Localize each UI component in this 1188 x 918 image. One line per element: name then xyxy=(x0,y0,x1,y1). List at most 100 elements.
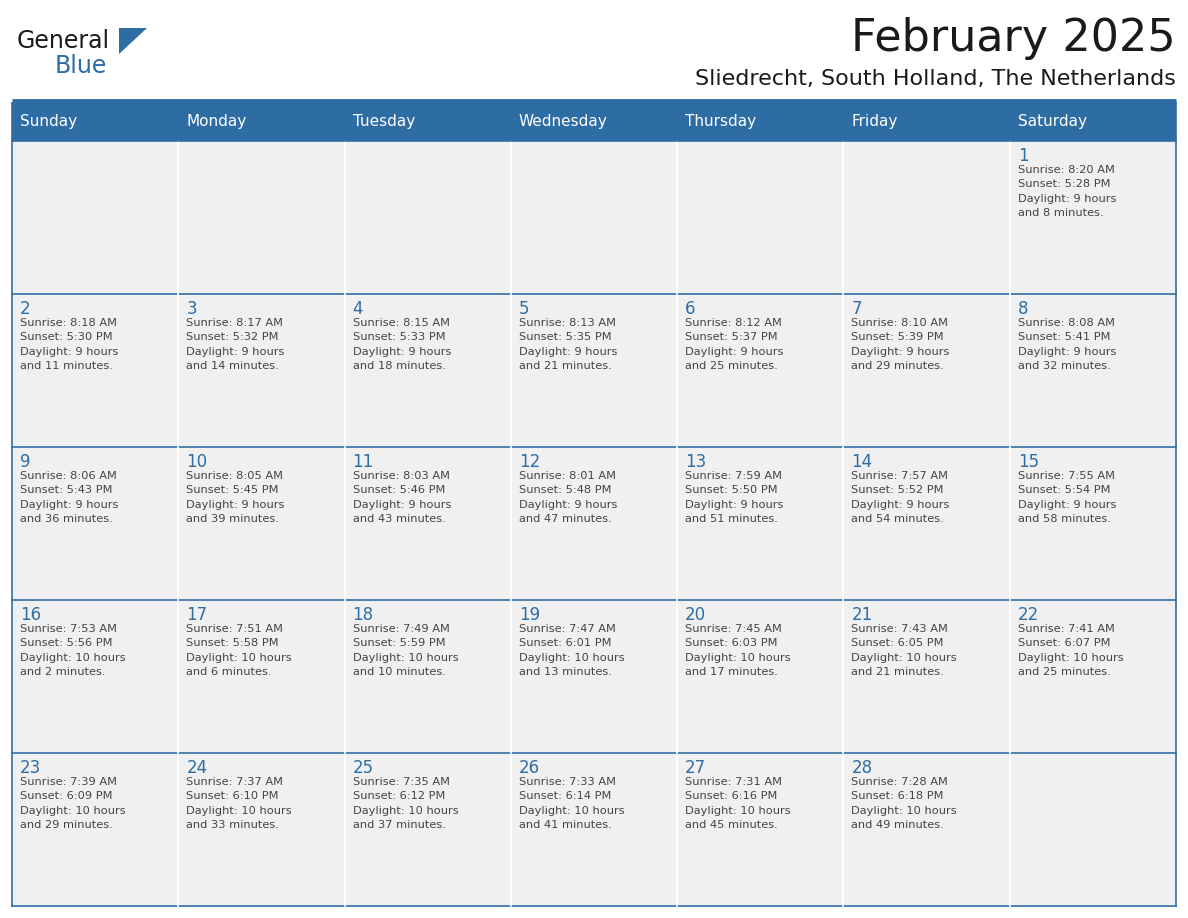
Bar xyxy=(1010,103,1176,141)
Text: 22: 22 xyxy=(1018,606,1040,624)
Text: 16: 16 xyxy=(20,606,42,624)
Text: Friday: Friday xyxy=(852,115,898,129)
Text: Sunrise: 7:51 AM
Sunset: 5:58 PM
Daylight: 10 hours
and 6 minutes.: Sunrise: 7:51 AM Sunset: 5:58 PM Dayligh… xyxy=(187,624,292,677)
Text: Sunrise: 8:15 AM
Sunset: 5:33 PM
Daylight: 9 hours
and 18 minutes.: Sunrise: 8:15 AM Sunset: 5:33 PM Dayligh… xyxy=(353,318,451,371)
Text: Sunrise: 8:13 AM
Sunset: 5:35 PM
Daylight: 9 hours
and 21 minutes.: Sunrise: 8:13 AM Sunset: 5:35 PM Dayligh… xyxy=(519,318,618,371)
Bar xyxy=(345,600,511,753)
Text: 11: 11 xyxy=(353,453,374,471)
Text: February 2025: February 2025 xyxy=(852,17,1176,60)
Text: Sunrise: 7:37 AM
Sunset: 6:10 PM
Daylight: 10 hours
and 33 minutes.: Sunrise: 7:37 AM Sunset: 6:10 PM Dayligh… xyxy=(187,777,292,830)
Text: 17: 17 xyxy=(187,606,208,624)
Text: 28: 28 xyxy=(852,759,872,777)
Bar xyxy=(178,600,345,753)
Text: Sunrise: 8:06 AM
Sunset: 5:43 PM
Daylight: 9 hours
and 36 minutes.: Sunrise: 8:06 AM Sunset: 5:43 PM Dayligh… xyxy=(20,471,119,524)
Text: 14: 14 xyxy=(852,453,872,471)
Bar xyxy=(843,600,1010,753)
Text: Sunrise: 8:05 AM
Sunset: 5:45 PM
Daylight: 9 hours
and 39 minutes.: Sunrise: 8:05 AM Sunset: 5:45 PM Dayligh… xyxy=(187,471,285,524)
Text: 15: 15 xyxy=(1018,453,1038,471)
Text: Sunrise: 8:20 AM
Sunset: 5:28 PM
Daylight: 9 hours
and 8 minutes.: Sunrise: 8:20 AM Sunset: 5:28 PM Dayligh… xyxy=(1018,165,1116,218)
Text: Sunrise: 8:12 AM
Sunset: 5:37 PM
Daylight: 9 hours
and 25 minutes.: Sunrise: 8:12 AM Sunset: 5:37 PM Dayligh… xyxy=(685,318,784,371)
Text: Sunrise: 7:41 AM
Sunset: 6:07 PM
Daylight: 10 hours
and 25 minutes.: Sunrise: 7:41 AM Sunset: 6:07 PM Dayligh… xyxy=(1018,624,1124,677)
Text: 26: 26 xyxy=(519,759,541,777)
Bar xyxy=(178,753,345,906)
Bar xyxy=(677,294,843,447)
Text: Sunrise: 8:18 AM
Sunset: 5:30 PM
Daylight: 9 hours
and 11 minutes.: Sunrise: 8:18 AM Sunset: 5:30 PM Dayligh… xyxy=(20,318,119,371)
Bar xyxy=(843,294,1010,447)
Text: 24: 24 xyxy=(187,759,208,777)
Text: 9: 9 xyxy=(20,453,31,471)
Text: Sunrise: 7:31 AM
Sunset: 6:16 PM
Daylight: 10 hours
and 45 minutes.: Sunrise: 7:31 AM Sunset: 6:16 PM Dayligh… xyxy=(685,777,791,830)
Bar xyxy=(178,141,345,294)
Bar xyxy=(843,753,1010,906)
Text: Sunrise: 8:10 AM
Sunset: 5:39 PM
Daylight: 9 hours
and 29 minutes.: Sunrise: 8:10 AM Sunset: 5:39 PM Dayligh… xyxy=(852,318,949,371)
Text: 21: 21 xyxy=(852,606,873,624)
Bar xyxy=(345,753,511,906)
Text: Wednesday: Wednesday xyxy=(519,115,607,129)
Bar xyxy=(677,753,843,906)
Text: Sunrise: 7:55 AM
Sunset: 5:54 PM
Daylight: 9 hours
and 58 minutes.: Sunrise: 7:55 AM Sunset: 5:54 PM Dayligh… xyxy=(1018,471,1116,524)
Text: Monday: Monday xyxy=(187,115,247,129)
Text: Sunrise: 8:08 AM
Sunset: 5:41 PM
Daylight: 9 hours
and 32 minutes.: Sunrise: 8:08 AM Sunset: 5:41 PM Dayligh… xyxy=(1018,318,1116,371)
Text: 3: 3 xyxy=(187,300,197,318)
Bar xyxy=(677,103,843,141)
Bar xyxy=(1010,447,1176,600)
Text: Sunrise: 7:47 AM
Sunset: 6:01 PM
Daylight: 10 hours
and 13 minutes.: Sunrise: 7:47 AM Sunset: 6:01 PM Dayligh… xyxy=(519,624,625,677)
Bar xyxy=(511,447,677,600)
Bar xyxy=(677,141,843,294)
Bar xyxy=(178,294,345,447)
Text: 19: 19 xyxy=(519,606,541,624)
Text: Sunrise: 8:01 AM
Sunset: 5:48 PM
Daylight: 9 hours
and 47 minutes.: Sunrise: 8:01 AM Sunset: 5:48 PM Dayligh… xyxy=(519,471,618,524)
Text: 5: 5 xyxy=(519,300,530,318)
Bar xyxy=(12,447,178,600)
Bar xyxy=(1010,141,1176,294)
Bar xyxy=(12,103,178,141)
Text: 23: 23 xyxy=(20,759,42,777)
Bar xyxy=(511,753,677,906)
Text: 4: 4 xyxy=(353,300,364,318)
Text: Saturday: Saturday xyxy=(1018,115,1087,129)
Text: Sunrise: 7:35 AM
Sunset: 6:12 PM
Daylight: 10 hours
and 37 minutes.: Sunrise: 7:35 AM Sunset: 6:12 PM Dayligh… xyxy=(353,777,459,830)
Bar xyxy=(12,141,178,294)
Text: 1: 1 xyxy=(1018,147,1029,165)
Text: Sunday: Sunday xyxy=(20,115,77,129)
Bar xyxy=(511,294,677,447)
Bar xyxy=(12,753,178,906)
Text: 8: 8 xyxy=(1018,300,1029,318)
Bar xyxy=(511,600,677,753)
Text: Sliedrecht, South Holland, The Netherlands: Sliedrecht, South Holland, The Netherlan… xyxy=(695,69,1176,89)
Text: 25: 25 xyxy=(353,759,374,777)
Text: Sunrise: 7:59 AM
Sunset: 5:50 PM
Daylight: 9 hours
and 51 minutes.: Sunrise: 7:59 AM Sunset: 5:50 PM Dayligh… xyxy=(685,471,784,524)
Text: Sunrise: 7:57 AM
Sunset: 5:52 PM
Daylight: 9 hours
and 54 minutes.: Sunrise: 7:57 AM Sunset: 5:52 PM Dayligh… xyxy=(852,471,949,524)
Bar xyxy=(178,103,345,141)
Text: 27: 27 xyxy=(685,759,707,777)
Text: Sunrise: 8:03 AM
Sunset: 5:46 PM
Daylight: 9 hours
and 43 minutes.: Sunrise: 8:03 AM Sunset: 5:46 PM Dayligh… xyxy=(353,471,451,524)
Bar xyxy=(1010,753,1176,906)
Text: Thursday: Thursday xyxy=(685,115,757,129)
Text: 18: 18 xyxy=(353,606,374,624)
Text: 12: 12 xyxy=(519,453,541,471)
Text: Tuesday: Tuesday xyxy=(353,115,415,129)
Text: Sunrise: 7:45 AM
Sunset: 6:03 PM
Daylight: 10 hours
and 17 minutes.: Sunrise: 7:45 AM Sunset: 6:03 PM Dayligh… xyxy=(685,624,791,677)
Bar xyxy=(345,447,511,600)
Text: Sunrise: 7:43 AM
Sunset: 6:05 PM
Daylight: 10 hours
and 21 minutes.: Sunrise: 7:43 AM Sunset: 6:05 PM Dayligh… xyxy=(852,624,958,677)
Text: 2: 2 xyxy=(20,300,31,318)
Bar xyxy=(843,141,1010,294)
Text: Sunrise: 7:33 AM
Sunset: 6:14 PM
Daylight: 10 hours
and 41 minutes.: Sunrise: 7:33 AM Sunset: 6:14 PM Dayligh… xyxy=(519,777,625,830)
Text: General: General xyxy=(17,29,110,53)
Bar xyxy=(677,447,843,600)
Bar xyxy=(843,447,1010,600)
Text: Blue: Blue xyxy=(55,54,107,78)
Bar xyxy=(12,294,178,447)
Text: 10: 10 xyxy=(187,453,208,471)
Bar xyxy=(345,294,511,447)
Bar xyxy=(511,141,677,294)
Bar xyxy=(677,600,843,753)
Text: Sunrise: 7:49 AM
Sunset: 5:59 PM
Daylight: 10 hours
and 10 minutes.: Sunrise: 7:49 AM Sunset: 5:59 PM Dayligh… xyxy=(353,624,459,677)
Text: 7: 7 xyxy=(852,300,862,318)
Text: Sunrise: 8:17 AM
Sunset: 5:32 PM
Daylight: 9 hours
and 14 minutes.: Sunrise: 8:17 AM Sunset: 5:32 PM Dayligh… xyxy=(187,318,285,371)
Text: 20: 20 xyxy=(685,606,707,624)
Bar xyxy=(843,103,1010,141)
Bar xyxy=(1010,294,1176,447)
Text: Sunrise: 7:28 AM
Sunset: 6:18 PM
Daylight: 10 hours
and 49 minutes.: Sunrise: 7:28 AM Sunset: 6:18 PM Dayligh… xyxy=(852,777,958,830)
Bar xyxy=(1010,600,1176,753)
